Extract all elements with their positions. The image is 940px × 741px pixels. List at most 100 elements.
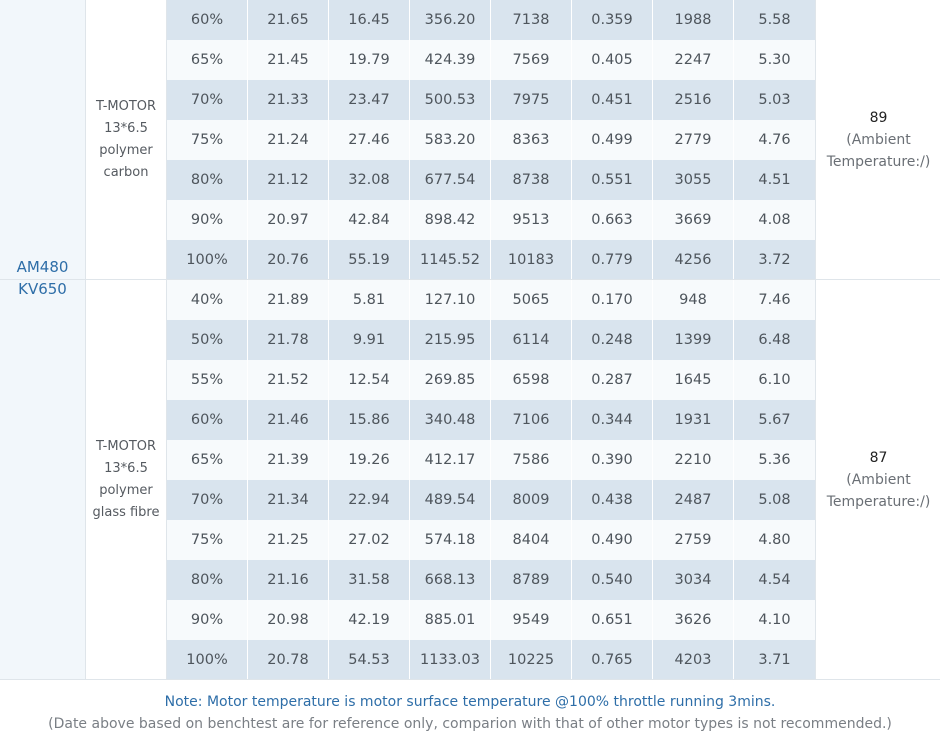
table-cell: 70% — [167, 80, 248, 120]
table-cell: 6598 — [491, 360, 572, 400]
table-cell: 2247 — [653, 40, 734, 80]
table-cell: 5.67 — [758, 412, 791, 428]
table-cell: 2210 — [653, 440, 734, 480]
table-cell: 15.86 — [329, 400, 410, 440]
table-cell: 21.89 — [248, 280, 329, 320]
table-cell: 7106 — [491, 400, 572, 440]
footer: Note: Motor temperature is motor surface… — [0, 680, 940, 741]
table-cell: 12.54 — [329, 360, 410, 400]
table-cell: 90% — [167, 600, 248, 640]
table-cell: 21.65 — [248, 0, 329, 40]
table-cell: 885.01 — [410, 600, 491, 640]
table-cell: 54.53 — [329, 640, 410, 680]
table-row: 40% 21.89 5.81 127.10 5065 0.170 948 7.46 — [167, 280, 815, 320]
table-cell: 7138 — [491, 0, 572, 40]
table-cell: 8363 — [491, 120, 572, 160]
table-cell: 7586 — [491, 440, 572, 480]
table-cell: 215.95 — [410, 320, 491, 360]
table-row: 80% 21.12 32.08 677.54 8738 0.551 3055 4.51 — [167, 160, 815, 200]
table-cell: 4256 — [653, 240, 734, 280]
table-cell: 0.779 — [572, 240, 653, 280]
table-cell: 0.287 — [572, 360, 653, 400]
table-cell: 4203 — [653, 640, 734, 680]
table-cell: 356.20 — [410, 0, 491, 40]
prop-cell-glass-fibre: T-MOTOR 13*6.5 polymer glass fibre — [86, 280, 167, 680]
table-cell: 19.79 — [329, 40, 410, 80]
motor-name: AM480 KV650 — [16, 258, 69, 298]
group-divider — [0, 279, 940, 280]
table-cell: 60% — [167, 0, 248, 40]
table-cell: 5.08 — [758, 492, 791, 508]
table-cell: 100% — [167, 240, 248, 280]
table-row: 55% 21.52 12.54 269.85 6598 0.287 1645 6.10 — [167, 360, 815, 400]
table-cell: 0.248 — [572, 320, 653, 360]
table-cell: 0.765 — [572, 640, 653, 680]
table-row: 100% 20.78 54.53 1133.03 10225 0.765 4203 3.71 — [167, 640, 815, 680]
table-cell: 3055 — [653, 160, 734, 200]
table-cell: 574.18 — [410, 520, 491, 560]
table-row: 90% 20.98 42.19 885.01 9549 0.651 3626 4.10 — [167, 600, 815, 640]
table-cell: 21.25 — [248, 520, 329, 560]
table-row: 50% 21.78 9.91 215.95 6114 0.248 1399 6.48 — [167, 320, 815, 360]
table-cell: 1645 — [653, 360, 734, 400]
table-cell: 23.47 — [329, 80, 410, 120]
table-cell: 42.19 — [329, 600, 410, 640]
table-cell: 6.10 — [758, 372, 791, 388]
table-cell: 668.13 — [410, 560, 491, 600]
temp-cell-glass-fibre: 87 (Ambient Temperature:/) — [815, 280, 940, 680]
table-cell: 7.46 — [758, 292, 791, 308]
table-row: 75% 21.24 27.46 583.20 8363 0.499 2779 4.76 — [167, 120, 815, 160]
table-cell: 0.390 — [572, 440, 653, 480]
table-cell: 65% — [167, 440, 248, 480]
table-cell: 21.33 — [248, 80, 329, 120]
temperature-footnote: Note: Motor temperature is motor surface… — [164, 694, 776, 710]
table-cell: 21.46 — [248, 400, 329, 440]
table-cell: 0.405 — [572, 40, 653, 80]
table-cell: 9549 — [491, 600, 572, 640]
prop-label: T-MOTOR 13*6.5 polymer glass fibre — [92, 439, 160, 520]
table-cell: 1931 — [653, 400, 734, 440]
table-cell: 75% — [167, 120, 248, 160]
table-cell: 20.97 — [248, 200, 329, 240]
table-cell: 5.81 — [329, 280, 410, 320]
table-bottom-border — [0, 679, 940, 680]
table-cell: 100% — [167, 640, 248, 680]
table-cell: 27.02 — [329, 520, 410, 560]
table-cell: 90% — [167, 200, 248, 240]
table-cell: 0.663 — [572, 200, 653, 240]
table-cell: 898.42 — [410, 200, 491, 240]
table-cell: 5065 — [491, 280, 572, 320]
table-cell: 5.03 — [758, 92, 791, 108]
table-cell: 65% — [167, 40, 248, 80]
table-cell: 50% — [167, 320, 248, 360]
table-cell: 7569 — [491, 40, 572, 80]
table-cell: 0.170 — [572, 280, 653, 320]
table-cell: 21.16 — [248, 560, 329, 600]
table-cell: 127.10 — [410, 280, 491, 320]
table-cell: 4.10 — [758, 612, 791, 628]
table-cell: 5.36 — [758, 452, 791, 468]
table-cell: 6.48 — [758, 332, 791, 348]
table-cell: 8009 — [491, 480, 572, 520]
table-cell: 2759 — [653, 520, 734, 560]
table-cell: 2487 — [653, 480, 734, 520]
table-cell: 8738 — [491, 160, 572, 200]
table-cell: 20.98 — [248, 600, 329, 640]
table-cell: 0.344 — [572, 400, 653, 440]
table-row: 70% 21.34 22.94 489.54 8009 0.438 2487 5.08 — [167, 480, 815, 520]
table-cell: 500.53 — [410, 80, 491, 120]
table-cell: 21.78 — [248, 320, 329, 360]
table-cell: 5.58 — [758, 12, 791, 28]
table-cell: 9.91 — [329, 320, 410, 360]
table-cell: 269.85 — [410, 360, 491, 400]
table-cell: 1988 — [653, 0, 734, 40]
table-cell: 1133.03 — [410, 640, 491, 680]
table-cell: 583.20 — [410, 120, 491, 160]
table-cell: 3626 — [653, 600, 734, 640]
table-cell: 55% — [167, 360, 248, 400]
table-cell: 20.78 — [248, 640, 329, 680]
table-cell: 8789 — [491, 560, 572, 600]
table-row: 60% 21.46 15.86 340.48 7106 0.344 1931 5.67 — [167, 400, 815, 440]
table-cell: 70% — [167, 480, 248, 520]
